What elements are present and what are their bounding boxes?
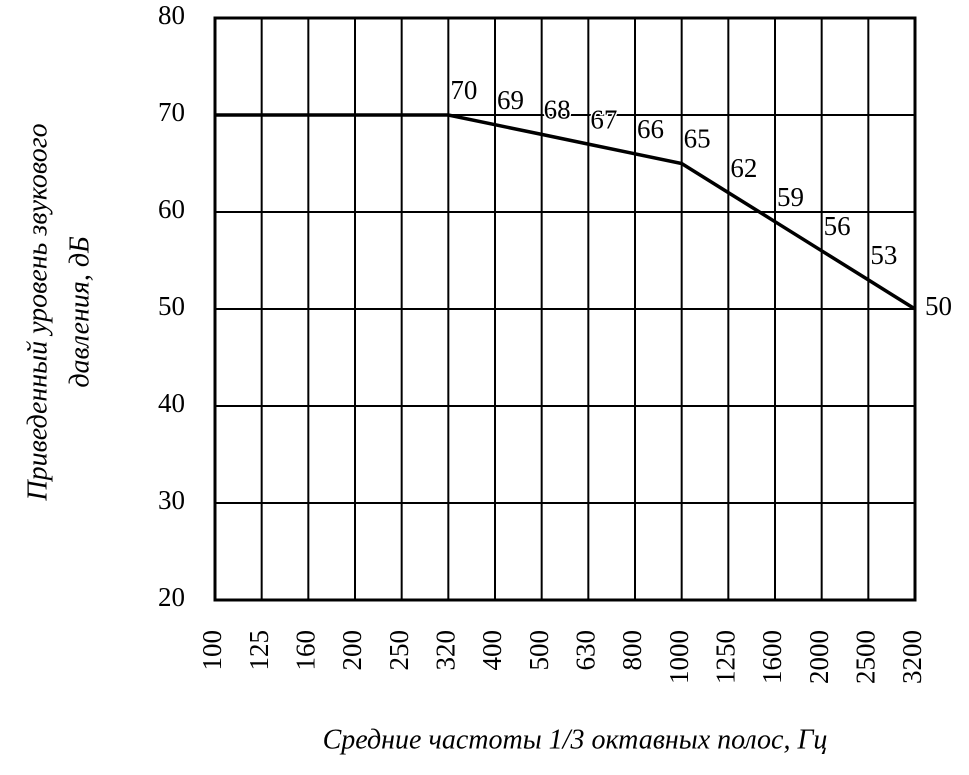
data-label: 70 <box>450 75 477 105</box>
data-label: 50 <box>925 291 952 321</box>
y-tick-label: 80 <box>158 0 185 30</box>
x-tick-label: 100 <box>197 630 227 671</box>
data-label: 62 <box>730 153 757 183</box>
data-label: 59 <box>777 182 804 212</box>
x-tick-label: 160 <box>291 630 321 671</box>
y-tick-label: 40 <box>158 388 185 418</box>
y-tick-label: 60 <box>158 194 185 224</box>
data-label: 67 <box>590 104 617 134</box>
x-tick-label: 125 <box>244 630 274 671</box>
data-line <box>215 113 916 311</box>
x-tick-label: 250 <box>384 630 414 671</box>
y-tick-label: 20 <box>158 582 185 612</box>
x-tick-label: 500 <box>524 630 554 671</box>
x-tick-label: 2500 <box>851 630 881 684</box>
x-tick-label: 1600 <box>757 630 787 684</box>
x-axis-title: Средние частоты 1/3 октавных полос, Гц <box>323 724 828 755</box>
data-label: 66 <box>637 114 664 144</box>
y-tick-label: 50 <box>158 291 185 321</box>
y-axis-title: давления, дБ <box>64 236 95 387</box>
x-tick-label: 3200 <box>897 630 927 684</box>
data-label: 53 <box>870 240 897 270</box>
data-label: 68 <box>544 95 571 125</box>
x-tick-label: 800 <box>617 630 647 671</box>
x-tick-label: 320 <box>431 630 461 671</box>
x-tick-label: 200 <box>337 630 367 671</box>
x-tick-label: 400 <box>477 630 507 671</box>
data-label: 65 <box>684 124 711 154</box>
x-tick-label: 1000 <box>664 630 694 684</box>
data-label: 69 <box>497 85 524 115</box>
x-tick-label: 630 <box>571 630 601 671</box>
data-label: 56 <box>824 211 851 241</box>
y-axis-title: Приведенный уровень звукового <box>22 123 53 501</box>
x-tick-label: 1250 <box>711 630 741 684</box>
x-tick-label: 2000 <box>804 630 834 684</box>
y-tick-label: 30 <box>158 485 185 515</box>
y-tick-label: 70 <box>158 97 185 127</box>
